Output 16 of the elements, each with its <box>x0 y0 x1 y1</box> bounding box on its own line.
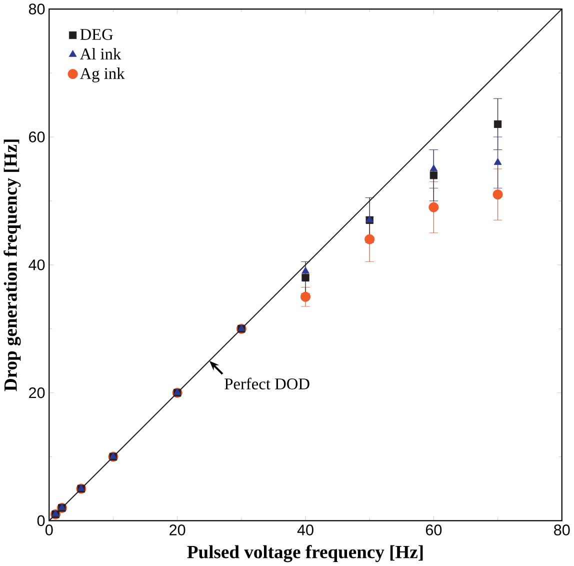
x-tick-label: 20 <box>170 524 186 536</box>
legend-label: Ag ink <box>80 68 125 82</box>
y-axis-title: Drop generation frequency [Hz] <box>4 140 21 392</box>
x-tick-label: 80 <box>554 524 570 536</box>
annotation: Perfect DOD <box>224 378 310 390</box>
y-tick-label: 60 <box>29 132 45 142</box>
legend-label: Al ink <box>80 48 122 60</box>
y-tick-label: 40 <box>28 260 45 270</box>
legend-label: DEG <box>80 29 113 40</box>
x-axis-title: Pulsed voltage frequency [Hz] <box>187 545 423 562</box>
x-tick-label: 0 <box>45 524 53 536</box>
y-tick-label: 80 <box>28 4 45 15</box>
y-tick-label: 0 <box>37 515 45 526</box>
x-tick-label: 60 <box>426 524 442 536</box>
x-tick-label: 40 <box>297 524 314 536</box>
y-tick-label: 20 <box>29 387 45 398</box>
